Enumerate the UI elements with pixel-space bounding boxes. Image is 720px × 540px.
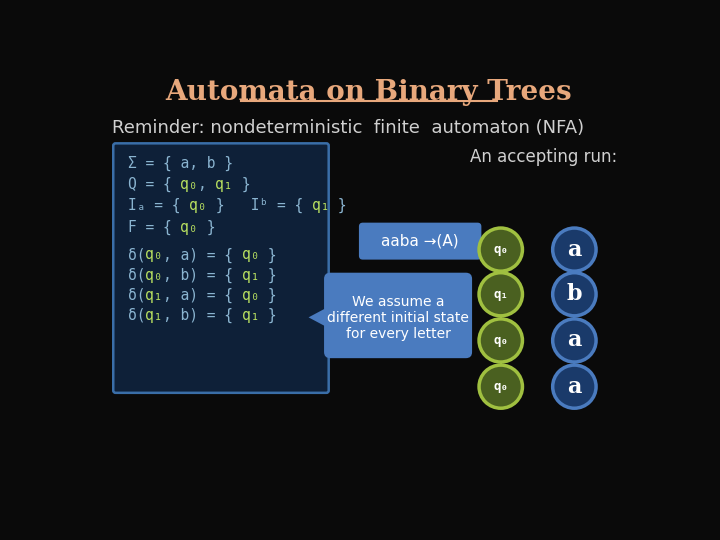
Text: q₀: q₀ xyxy=(493,380,508,393)
Text: q₁: q₁ xyxy=(242,308,259,322)
Text: q₀: q₀ xyxy=(145,267,163,282)
Text: }: } xyxy=(259,287,276,302)
Circle shape xyxy=(479,273,523,316)
FancyBboxPatch shape xyxy=(113,143,329,393)
Circle shape xyxy=(553,273,596,316)
Text: q₁: q₁ xyxy=(145,287,163,302)
Text: Reminder: nondeterministic  finite  automaton (NFA): Reminder: nondeterministic finite automa… xyxy=(112,119,584,137)
Text: a: a xyxy=(567,376,582,397)
Text: δ(: δ( xyxy=(128,267,145,282)
Text: F = {: F = { xyxy=(128,220,181,235)
Circle shape xyxy=(479,319,523,362)
Text: q₀: q₀ xyxy=(493,243,508,256)
Text: }   Iᵇ = {: } Iᵇ = { xyxy=(207,198,312,213)
Text: q₁: q₁ xyxy=(145,308,163,322)
Text: }: } xyxy=(329,198,347,213)
Circle shape xyxy=(553,319,596,362)
Text: δ(: δ( xyxy=(128,287,145,302)
Polygon shape xyxy=(309,306,330,329)
Text: Iₐ = {: Iₐ = { xyxy=(128,198,189,213)
Text: , a) = {: , a) = { xyxy=(163,247,242,262)
Text: }: } xyxy=(259,267,276,282)
Text: b: b xyxy=(567,284,582,305)
Text: Automata on Binary Trees: Automata on Binary Trees xyxy=(166,79,572,106)
Text: }: } xyxy=(259,247,276,262)
Text: a: a xyxy=(567,239,582,261)
Text: q₀: q₀ xyxy=(181,220,198,235)
Text: q₀: q₀ xyxy=(189,198,207,213)
Circle shape xyxy=(479,228,523,271)
Text: q₁: q₁ xyxy=(312,198,329,213)
Text: }: } xyxy=(233,177,251,192)
Text: q₀: q₀ xyxy=(493,334,508,347)
Circle shape xyxy=(553,365,596,408)
Text: δ(: δ( xyxy=(128,308,145,322)
Text: ,: , xyxy=(198,177,215,192)
Text: , b) = {: , b) = { xyxy=(163,307,242,323)
FancyBboxPatch shape xyxy=(359,222,482,260)
Text: q₀: q₀ xyxy=(181,177,198,192)
FancyBboxPatch shape xyxy=(324,273,472,358)
Text: δ(: δ( xyxy=(128,247,145,262)
Text: aaba →(A): aaba →(A) xyxy=(382,234,459,248)
Text: a: a xyxy=(567,329,582,352)
Text: q₁: q₁ xyxy=(242,267,259,282)
Circle shape xyxy=(479,365,523,408)
Text: Q = {: Q = { xyxy=(128,177,181,192)
Text: q₁: q₁ xyxy=(493,288,508,301)
Text: An accepting run:: An accepting run: xyxy=(469,148,617,166)
Text: Σ = { a, b }: Σ = { a, b } xyxy=(128,156,233,171)
Text: , a) = {: , a) = { xyxy=(163,287,242,302)
Text: }: } xyxy=(198,220,215,235)
Text: , b) = {: , b) = { xyxy=(163,267,242,282)
Text: q₀: q₀ xyxy=(145,247,163,262)
Text: q₀: q₀ xyxy=(242,287,259,302)
Text: We assume a
different initial state
for every letter: We assume a different initial state for … xyxy=(327,294,469,341)
Text: q₁: q₁ xyxy=(215,177,233,192)
Text: }: } xyxy=(259,307,276,323)
Text: q₀: q₀ xyxy=(242,247,259,262)
Circle shape xyxy=(553,228,596,271)
